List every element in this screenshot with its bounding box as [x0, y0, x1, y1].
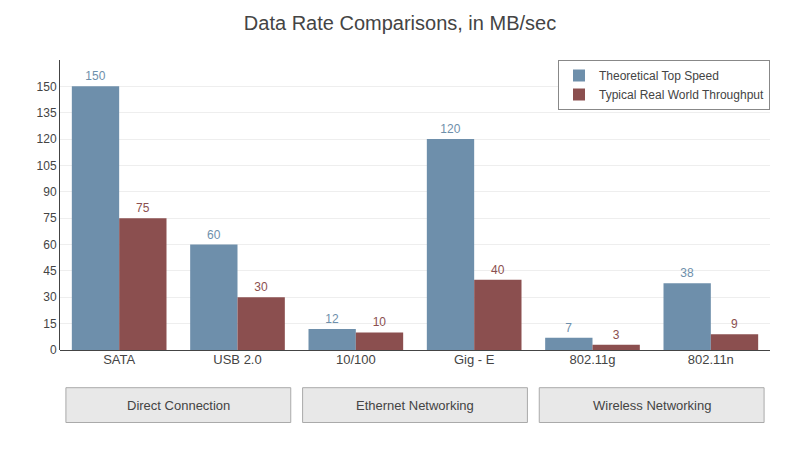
svg-text:75: 75	[136, 201, 150, 215]
svg-text:Gig - E: Gig - E	[454, 352, 495, 367]
svg-text:Typical Real World Throughput: Typical Real World Throughput	[599, 88, 764, 102]
svg-text:Data Rate Comparisons, in MB/s: Data Rate Comparisons, in MB/sec	[244, 12, 556, 34]
svg-text:7: 7	[565, 321, 572, 335]
svg-text:10: 10	[373, 315, 387, 329]
svg-text:30: 30	[254, 280, 268, 294]
svg-text:30: 30	[43, 290, 57, 304]
svg-text:60: 60	[207, 228, 221, 242]
svg-text:40: 40	[491, 263, 505, 277]
svg-text:150: 150	[37, 80, 57, 94]
svg-text:60: 60	[43, 238, 57, 252]
svg-text:10/100: 10/100	[336, 352, 376, 367]
svg-text:105: 105	[37, 159, 57, 173]
svg-text:15: 15	[43, 317, 57, 331]
svg-text:90: 90	[43, 185, 57, 199]
svg-text:802.11g: 802.11g	[569, 352, 615, 367]
svg-text:Ethernet Networking: Ethernet Networking	[356, 398, 474, 413]
svg-text:120: 120	[37, 132, 57, 146]
svg-text:12: 12	[325, 312, 339, 326]
svg-text:75: 75	[43, 211, 57, 225]
svg-text:Theoretical Top Speed: Theoretical Top Speed	[599, 69, 719, 83]
svg-text:Wireless Networking: Wireless Networking	[593, 398, 711, 413]
svg-text:120: 120	[440, 122, 460, 136]
svg-text:802.11n: 802.11n	[688, 352, 734, 367]
svg-text:3: 3	[613, 328, 620, 342]
svg-text:Direct Connection: Direct Connection	[127, 398, 230, 413]
svg-text:USB 2.0: USB 2.0	[213, 352, 261, 367]
svg-text:9: 9	[731, 317, 738, 331]
svg-text:0: 0	[50, 343, 57, 357]
svg-text:135: 135	[37, 106, 57, 120]
svg-text:45: 45	[43, 264, 57, 278]
svg-text:150: 150	[85, 69, 105, 83]
svg-text:SATA: SATA	[103, 352, 135, 367]
svg-text:38: 38	[680, 266, 694, 280]
